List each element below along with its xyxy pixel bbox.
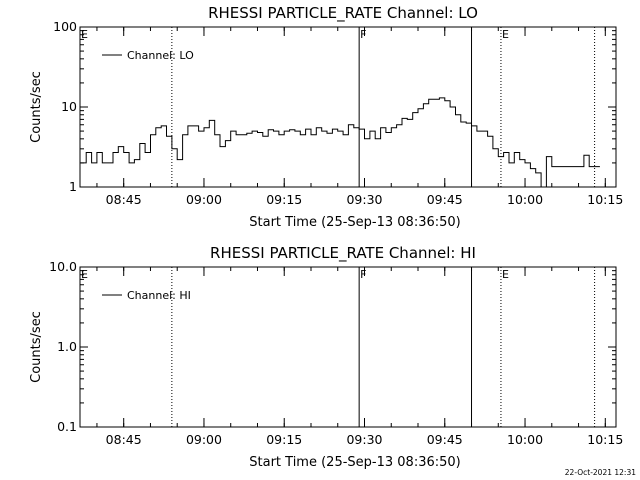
marker-label-left: E [81,28,88,41]
x-tick-label: 09:45 [427,192,463,207]
panel-hi: RHESSI PARTICLE_RATE Channel: HI Counts/s… [29,244,623,470]
x-tick-label: 09:30 [346,192,382,207]
marker-label-left: E [81,268,88,281]
x-tick-label: 09:30 [346,432,382,447]
x-tick-label: 10:00 [507,192,543,207]
x-tick-label: 08:45 [106,192,142,207]
y-tick-label: 10.0 [49,259,77,274]
y-tick-label: 0.1 [57,419,77,434]
y-axis-label: Counts/sec [29,71,44,143]
marker-label: E [502,28,509,41]
chart-title: RHESSI PARTICLE_RATE Channel: HI [210,244,476,263]
marker-label: E [502,268,509,281]
x-tick-label: 09:15 [266,192,302,207]
x-axis-label: Start Time (25-Sep-13 08:36:50) [249,215,460,230]
x-tick-label: 09:15 [266,432,302,447]
x-tick-label: 09:00 [186,432,222,447]
y-tick-label: 10 [61,99,77,114]
chart-title: RHESSI PARTICLE_RATE Channel: LO [208,4,478,23]
y-tick-label: 100 [53,19,77,34]
x-tick-label: 10:00 [507,432,543,447]
legend-label: Channel: HI [127,289,191,302]
footer-timestamp: 22-Oct-2021 12:31 [565,468,636,477]
y-axis-label: Counts/sec [29,311,44,383]
x-tick-label: 08:45 [106,432,142,447]
series-line [80,97,600,188]
x-tick-label: 09:45 [427,432,463,447]
y-tick-label: 1.0 [57,339,77,354]
marker-label: F [360,28,366,41]
legend-label: Channel: LO [127,49,194,62]
panel-lo: RHESSI PARTICLE_RATE Channel: LO Counts/s… [29,4,623,230]
marker-label: F [360,268,366,281]
x-axis-label: Start Time (25-Sep-13 08:36:50) [249,455,460,470]
y-tick-label: 1 [69,179,77,194]
x-tick-label: 10:15 [587,432,623,447]
x-tick-label: 10:15 [587,192,623,207]
x-tick-label: 09:00 [186,192,222,207]
